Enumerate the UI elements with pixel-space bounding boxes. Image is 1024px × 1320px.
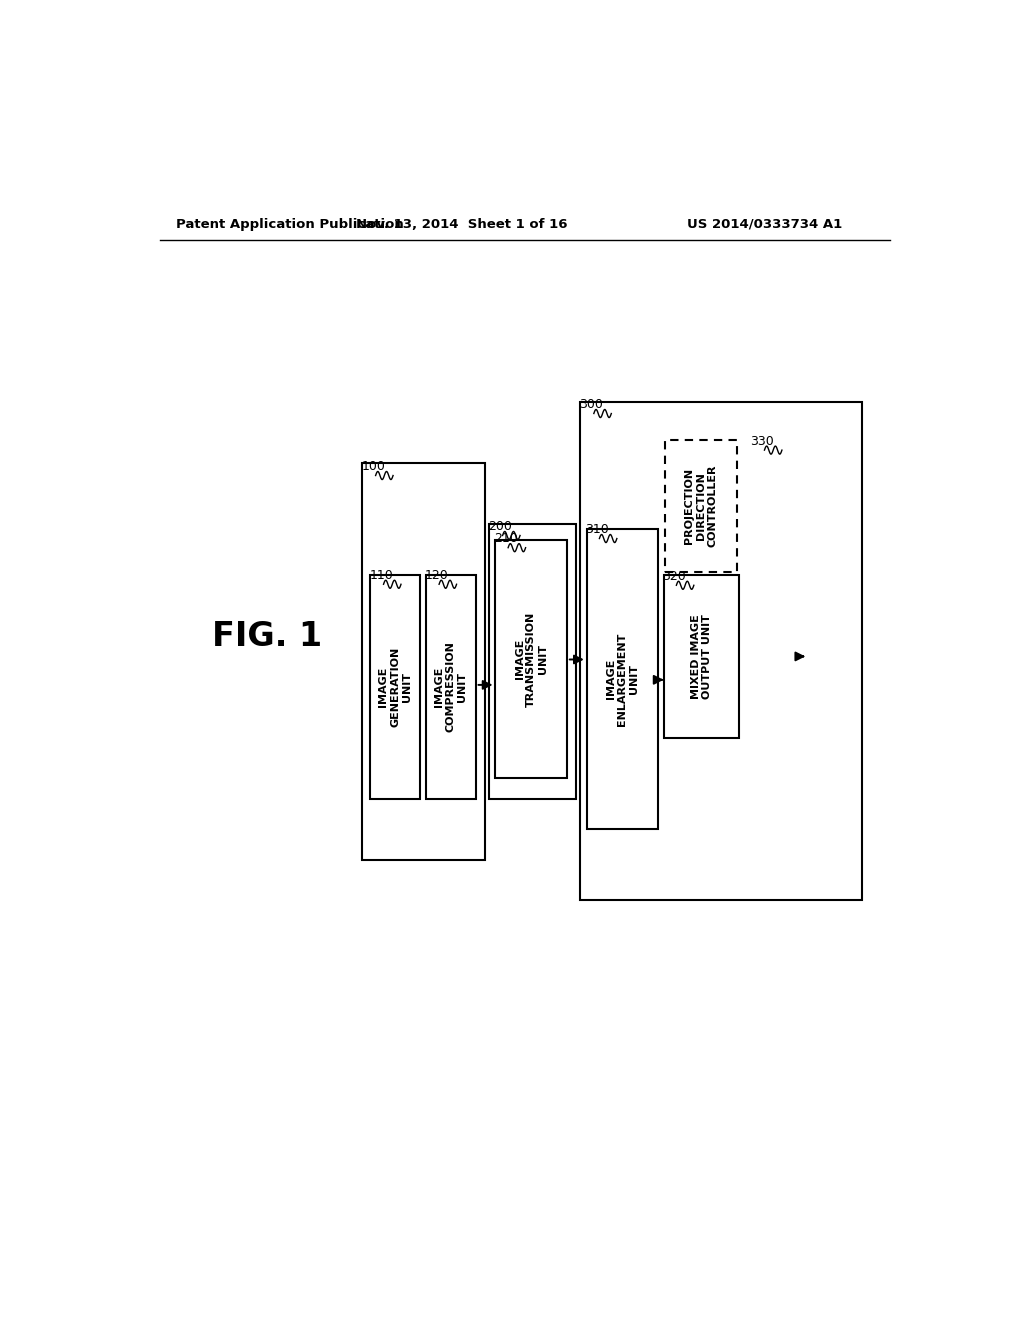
Text: 100: 100: [361, 461, 385, 474]
Text: 330: 330: [751, 434, 774, 447]
Text: IMAGE
TRANSMISSION
UNIT: IMAGE TRANSMISSION UNIT: [514, 611, 548, 706]
Text: MIXED IMAGE
OUTPUT UNIT: MIXED IMAGE OUTPUT UNIT: [690, 614, 712, 698]
Bar: [426, 576, 475, 799]
Bar: [666, 440, 736, 572]
Text: FIG. 1: FIG. 1: [212, 619, 322, 652]
Text: US 2014/0333734 A1: US 2014/0333734 A1: [687, 218, 842, 231]
Text: IMAGE
COMPRESSION
UNIT: IMAGE COMPRESSION UNIT: [434, 642, 467, 733]
Text: 310: 310: [585, 523, 609, 536]
Text: PROJECTION
DIRECTION
CONTROLLER: PROJECTION DIRECTION CONTROLLER: [684, 465, 718, 548]
Bar: [370, 576, 420, 799]
Text: 320: 320: [663, 570, 686, 583]
Text: 120: 120: [425, 569, 449, 582]
Bar: [489, 524, 577, 799]
Text: IMAGE
GENERATION
UNIT: IMAGE GENERATION UNIT: [379, 647, 412, 727]
Text: 200: 200: [488, 520, 512, 533]
Bar: [664, 576, 739, 738]
Text: Patent Application Publication: Patent Application Publication: [176, 218, 403, 231]
Text: 110: 110: [370, 569, 393, 582]
Bar: [581, 403, 862, 900]
Bar: [496, 540, 567, 779]
Bar: [587, 529, 658, 829]
Bar: [362, 463, 485, 859]
Text: 210: 210: [494, 532, 517, 545]
Text: 300: 300: [580, 399, 603, 412]
Text: Nov. 13, 2014  Sheet 1 of 16: Nov. 13, 2014 Sheet 1 of 16: [355, 218, 567, 231]
Text: IMAGE
ENLARGEMENT
UNIT: IMAGE ENLARGEMENT UNIT: [606, 632, 639, 726]
